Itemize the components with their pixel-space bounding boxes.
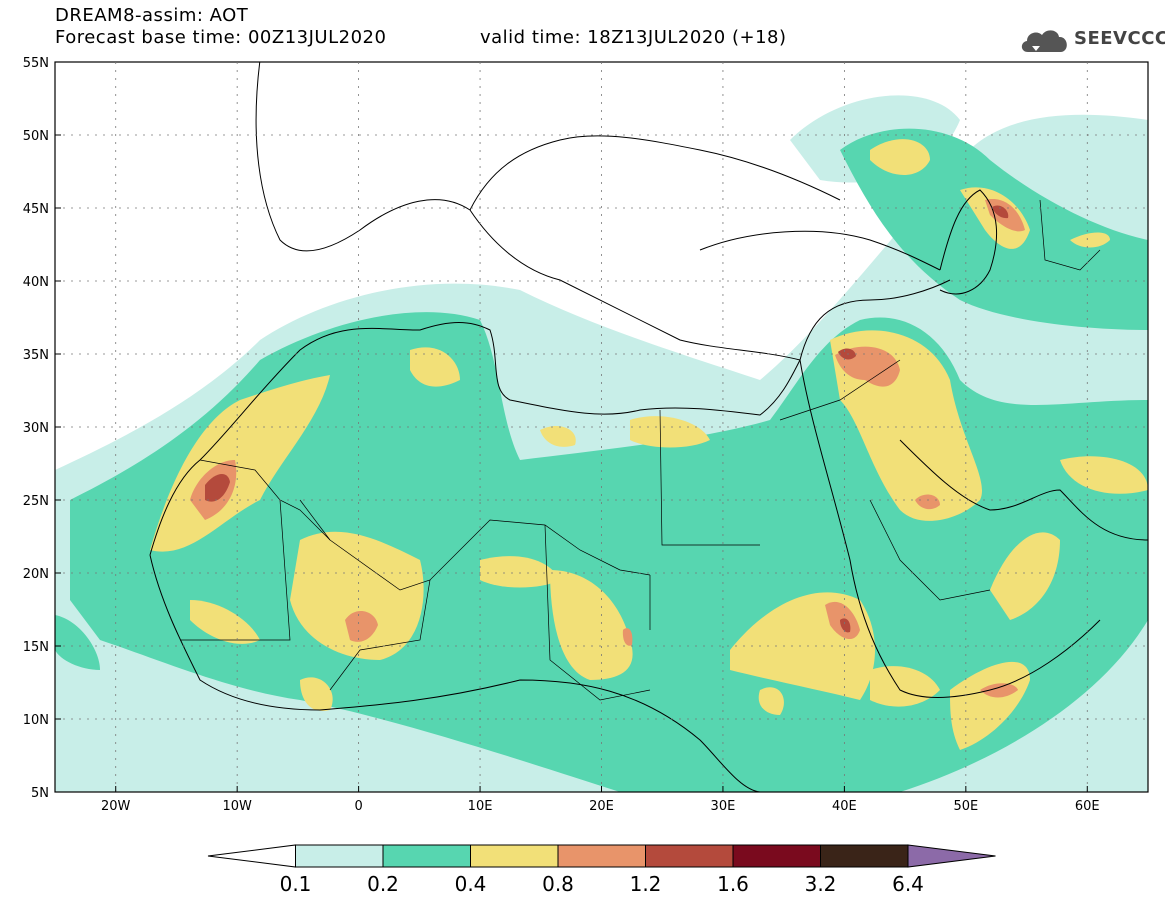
logo-text: SEEVCCC <box>1074 28 1165 49</box>
country-borders <box>180 199 1101 701</box>
coastlines <box>149 62 1148 792</box>
lat-label: 30N <box>23 421 49 436</box>
aot-field <box>55 95 1148 792</box>
colorbar-label: 1.6 <box>717 872 749 896</box>
colorbar-label: 3.2 <box>805 872 837 896</box>
lat-label: 35N <box>23 348 49 363</box>
colorbar-boxes <box>207 844 996 868</box>
colorbar-label: 1.2 <box>630 872 662 896</box>
colorbar-under-triangle <box>207 844 296 868</box>
lon-label: 60E <box>1075 799 1100 814</box>
colorbar-label: 0.1 <box>280 872 312 896</box>
colorbar-box <box>820 844 909 868</box>
map-title: DREAM8-assim: AOT <box>55 5 249 26</box>
lat-label: 10N <box>23 713 49 728</box>
lon-label: 10E <box>468 799 493 814</box>
lat-label: 55N <box>23 56 49 71</box>
colorbar-label: 0.8 <box>542 872 574 896</box>
lat-label: 20N <box>23 567 49 582</box>
lat-label: 5N <box>31 786 49 801</box>
colorbar-label: 6.4 <box>892 872 924 896</box>
axis-ticks <box>55 61 1088 793</box>
graticule <box>55 62 1148 792</box>
colorbar-box <box>732 844 821 868</box>
lat-label: 15N <box>23 640 49 655</box>
colorbar-box <box>470 844 559 868</box>
lon-label: 40E <box>832 799 857 814</box>
colorbar-label: 0.2 <box>367 872 399 896</box>
lat-label: 40N <box>23 275 49 290</box>
colorbar-box <box>645 844 734 868</box>
lat-labels: 55N 50N 45N 40N 35N 30N 25N 20N 15N 10N 5N <box>23 56 49 801</box>
forecast-base-time: Forecast base time: 00Z13JUL2020 <box>55 27 387 48</box>
lon-label: 20E <box>589 799 614 814</box>
lat-label: 50N <box>23 129 49 144</box>
lat-label: 45N <box>23 202 49 217</box>
colorbar-label: 0.4 <box>455 872 487 896</box>
colorbar-over-triangle <box>907 844 996 868</box>
colorbar-labels: 0.1 0.2 0.4 0.8 1.2 1.6 3.2 6.4 <box>280 872 924 896</box>
lon-label: 30E <box>711 799 736 814</box>
lon-label: 20W <box>101 799 131 814</box>
colorbar-box <box>382 844 471 868</box>
lon-label: 50E <box>953 799 978 814</box>
lon-label: 0 <box>354 799 362 814</box>
seevccc-logo: SEEVCCC <box>1018 24 1165 56</box>
cloud-icon <box>1021 30 1067 52</box>
lon-labels: 20W 10W 0 10E 20E 30E 40E 50E 60E <box>101 799 1100 814</box>
colorbar-box <box>557 844 646 868</box>
valid-time: valid time: 18Z13JUL2020 (+18) <box>480 27 787 48</box>
lon-label: 10W <box>222 799 252 814</box>
lat-label: 25N <box>23 494 49 509</box>
colorbar-box <box>295 844 384 868</box>
